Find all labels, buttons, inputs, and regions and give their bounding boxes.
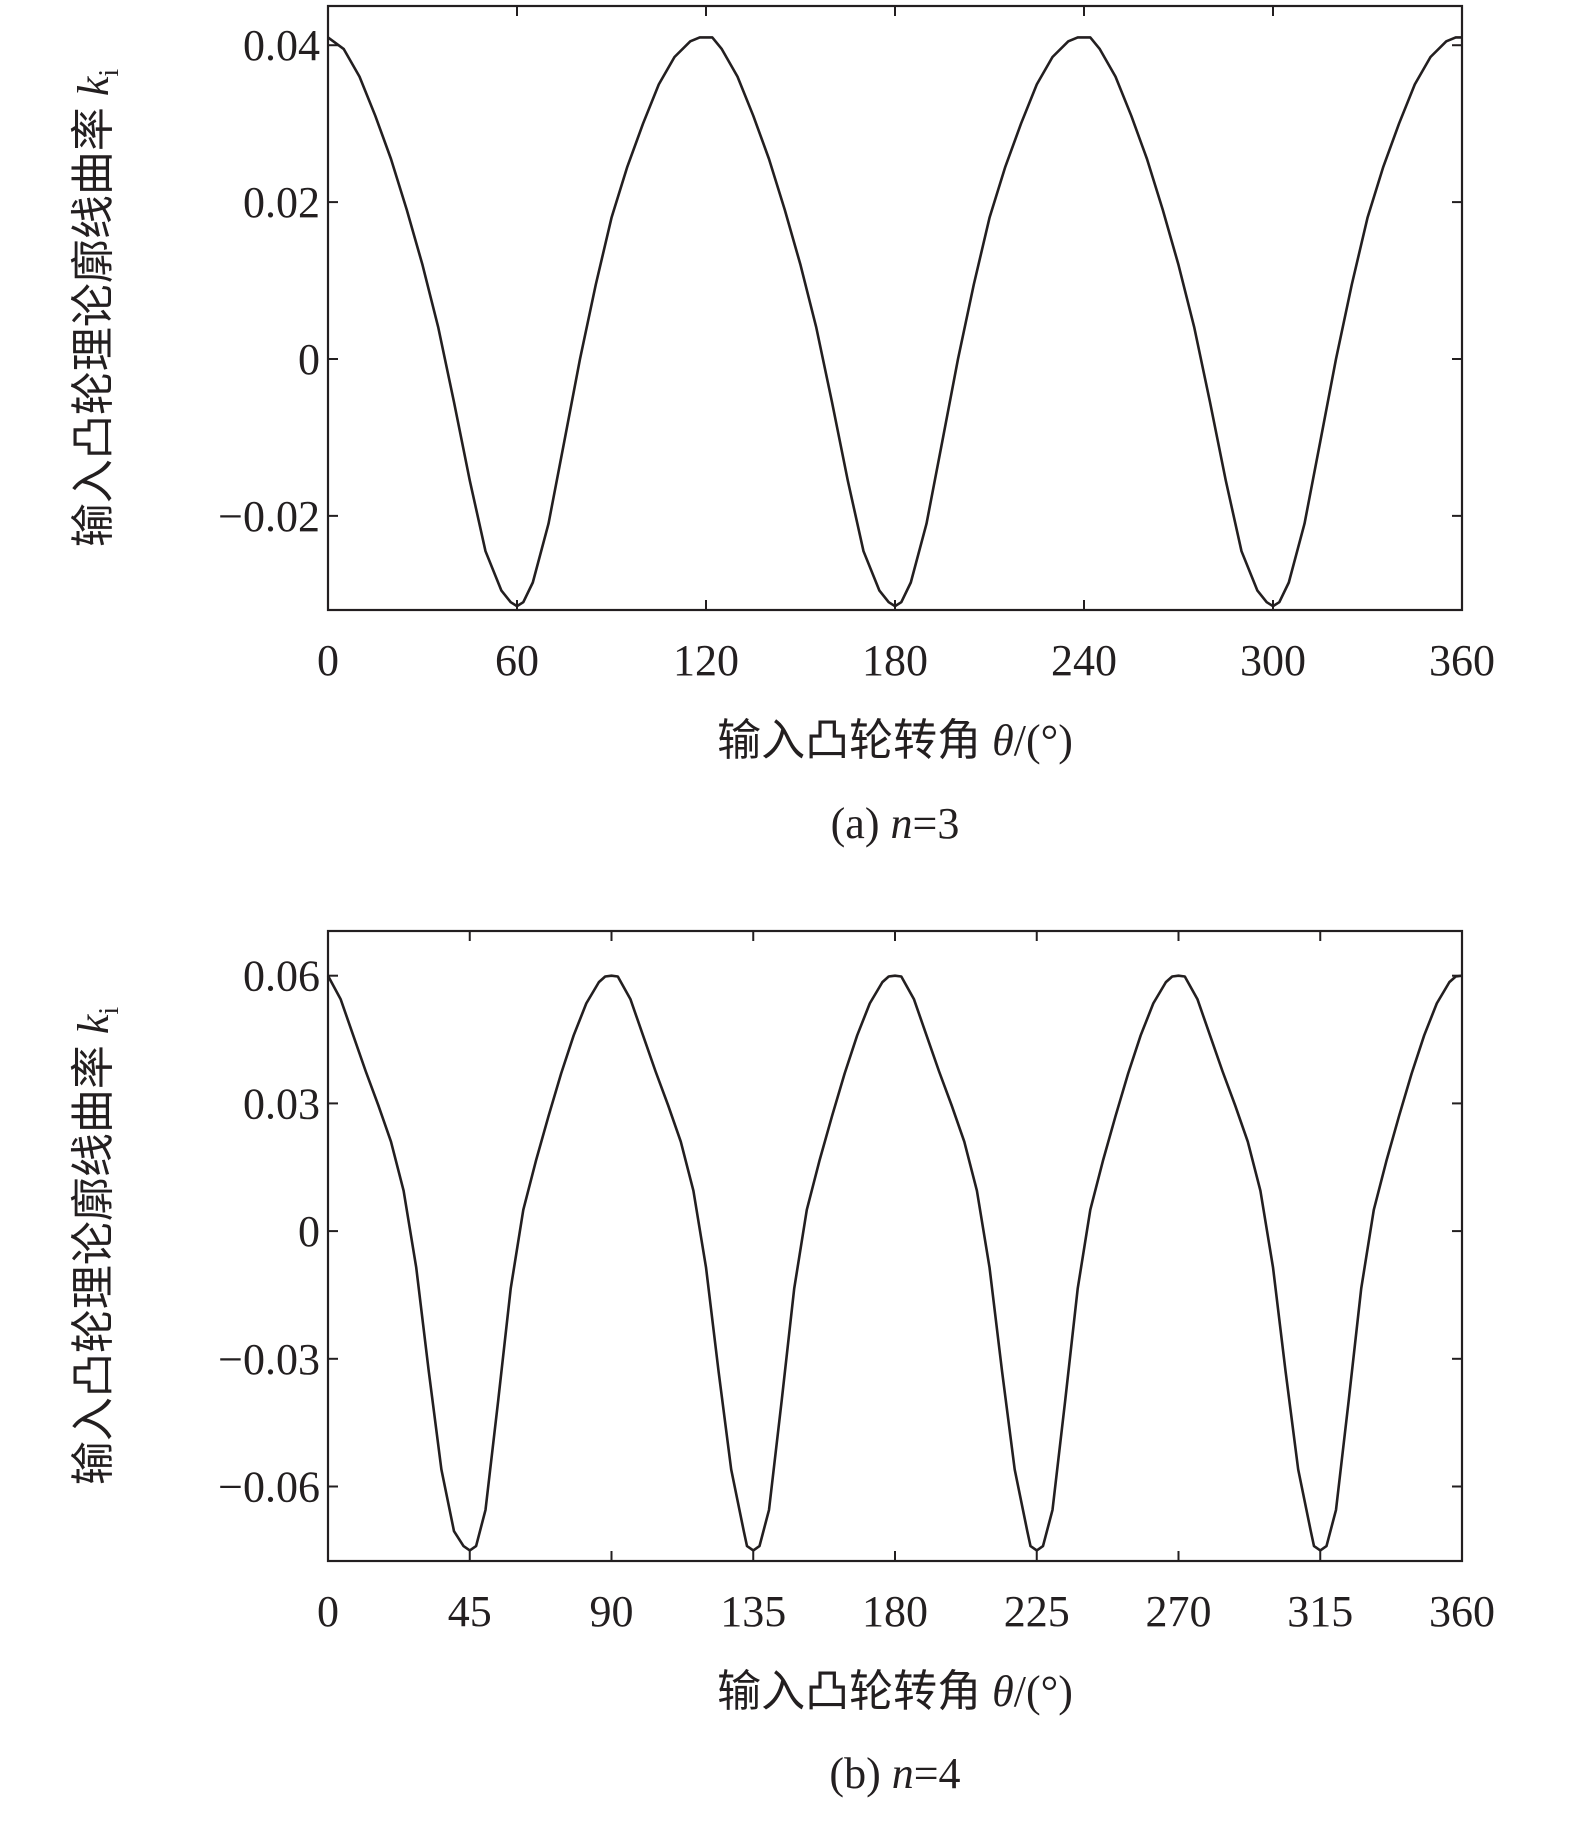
x-tick-label: 0 <box>317 636 339 685</box>
x-tick-label: 360 <box>1429 636 1495 685</box>
x-tick-label: 300 <box>1240 636 1306 685</box>
x-tick-label: 90 <box>590 1587 634 1636</box>
curvature-series-line <box>327 36 1462 608</box>
x-tick-label: 225 <box>1004 1587 1070 1636</box>
x-axis-title: 输入凸轮转角 θ/(°) <box>717 716 1073 765</box>
x-tick-label: 240 <box>1051 636 1117 685</box>
y-axis-title: 输入凸轮理论廓线曲率 ki <box>69 1007 125 1486</box>
x-tick-label: 360 <box>1429 1587 1495 1636</box>
y-tick-label: −0.06 <box>218 1463 320 1512</box>
curvature-series-line <box>326 974 1463 1552</box>
y-tick-label: 0.06 <box>243 952 320 1001</box>
y-tick-label: −0.02 <box>218 492 320 541</box>
y-tick-label: 0.02 <box>243 178 320 227</box>
x-tick-label: 45 <box>448 1587 492 1636</box>
x-tick-label: 315 <box>1287 1587 1353 1636</box>
x-tick-label: 60 <box>495 636 539 685</box>
y-axis-title: 输入凸轮理论廓线曲率 ki <box>69 69 125 548</box>
y-tick-label: 0.03 <box>243 1079 320 1128</box>
y-tick-label: 0 <box>298 1207 320 1256</box>
x-tick-label: 270 <box>1146 1587 1212 1636</box>
x-tick-label: 0 <box>317 1587 339 1636</box>
panel-caption: (a) n=3 <box>831 799 960 848</box>
x-tick-label: 120 <box>673 636 739 685</box>
chart-panel-a: 0 60 120 180 240 300 360 −0.02 0 0.02 0.04 输入凸轮转角 θ… <box>69 4 1495 848</box>
x-tick-label: 180 <box>862 636 928 685</box>
x-tick-label: 180 <box>862 1587 928 1636</box>
x-axis-title: 输入凸轮转角 θ/(°) <box>717 1667 1073 1716</box>
y-tick-label: −0.03 <box>218 1335 320 1384</box>
plot-frame <box>326 929 1464 1563</box>
panel-caption: (b) n=4 <box>829 1749 960 1798</box>
plot-frame <box>326 4 1464 612</box>
x-tick-label: 135 <box>720 1587 786 1636</box>
y-tick-label: 0.04 <box>243 21 320 70</box>
chart-panel-b: 0 45 90 135 180 225 270 315 360 −0.06 −0.03 0 0.03 0.… <box>69 929 1495 1798</box>
y-tick-label: 0 <box>298 335 320 384</box>
